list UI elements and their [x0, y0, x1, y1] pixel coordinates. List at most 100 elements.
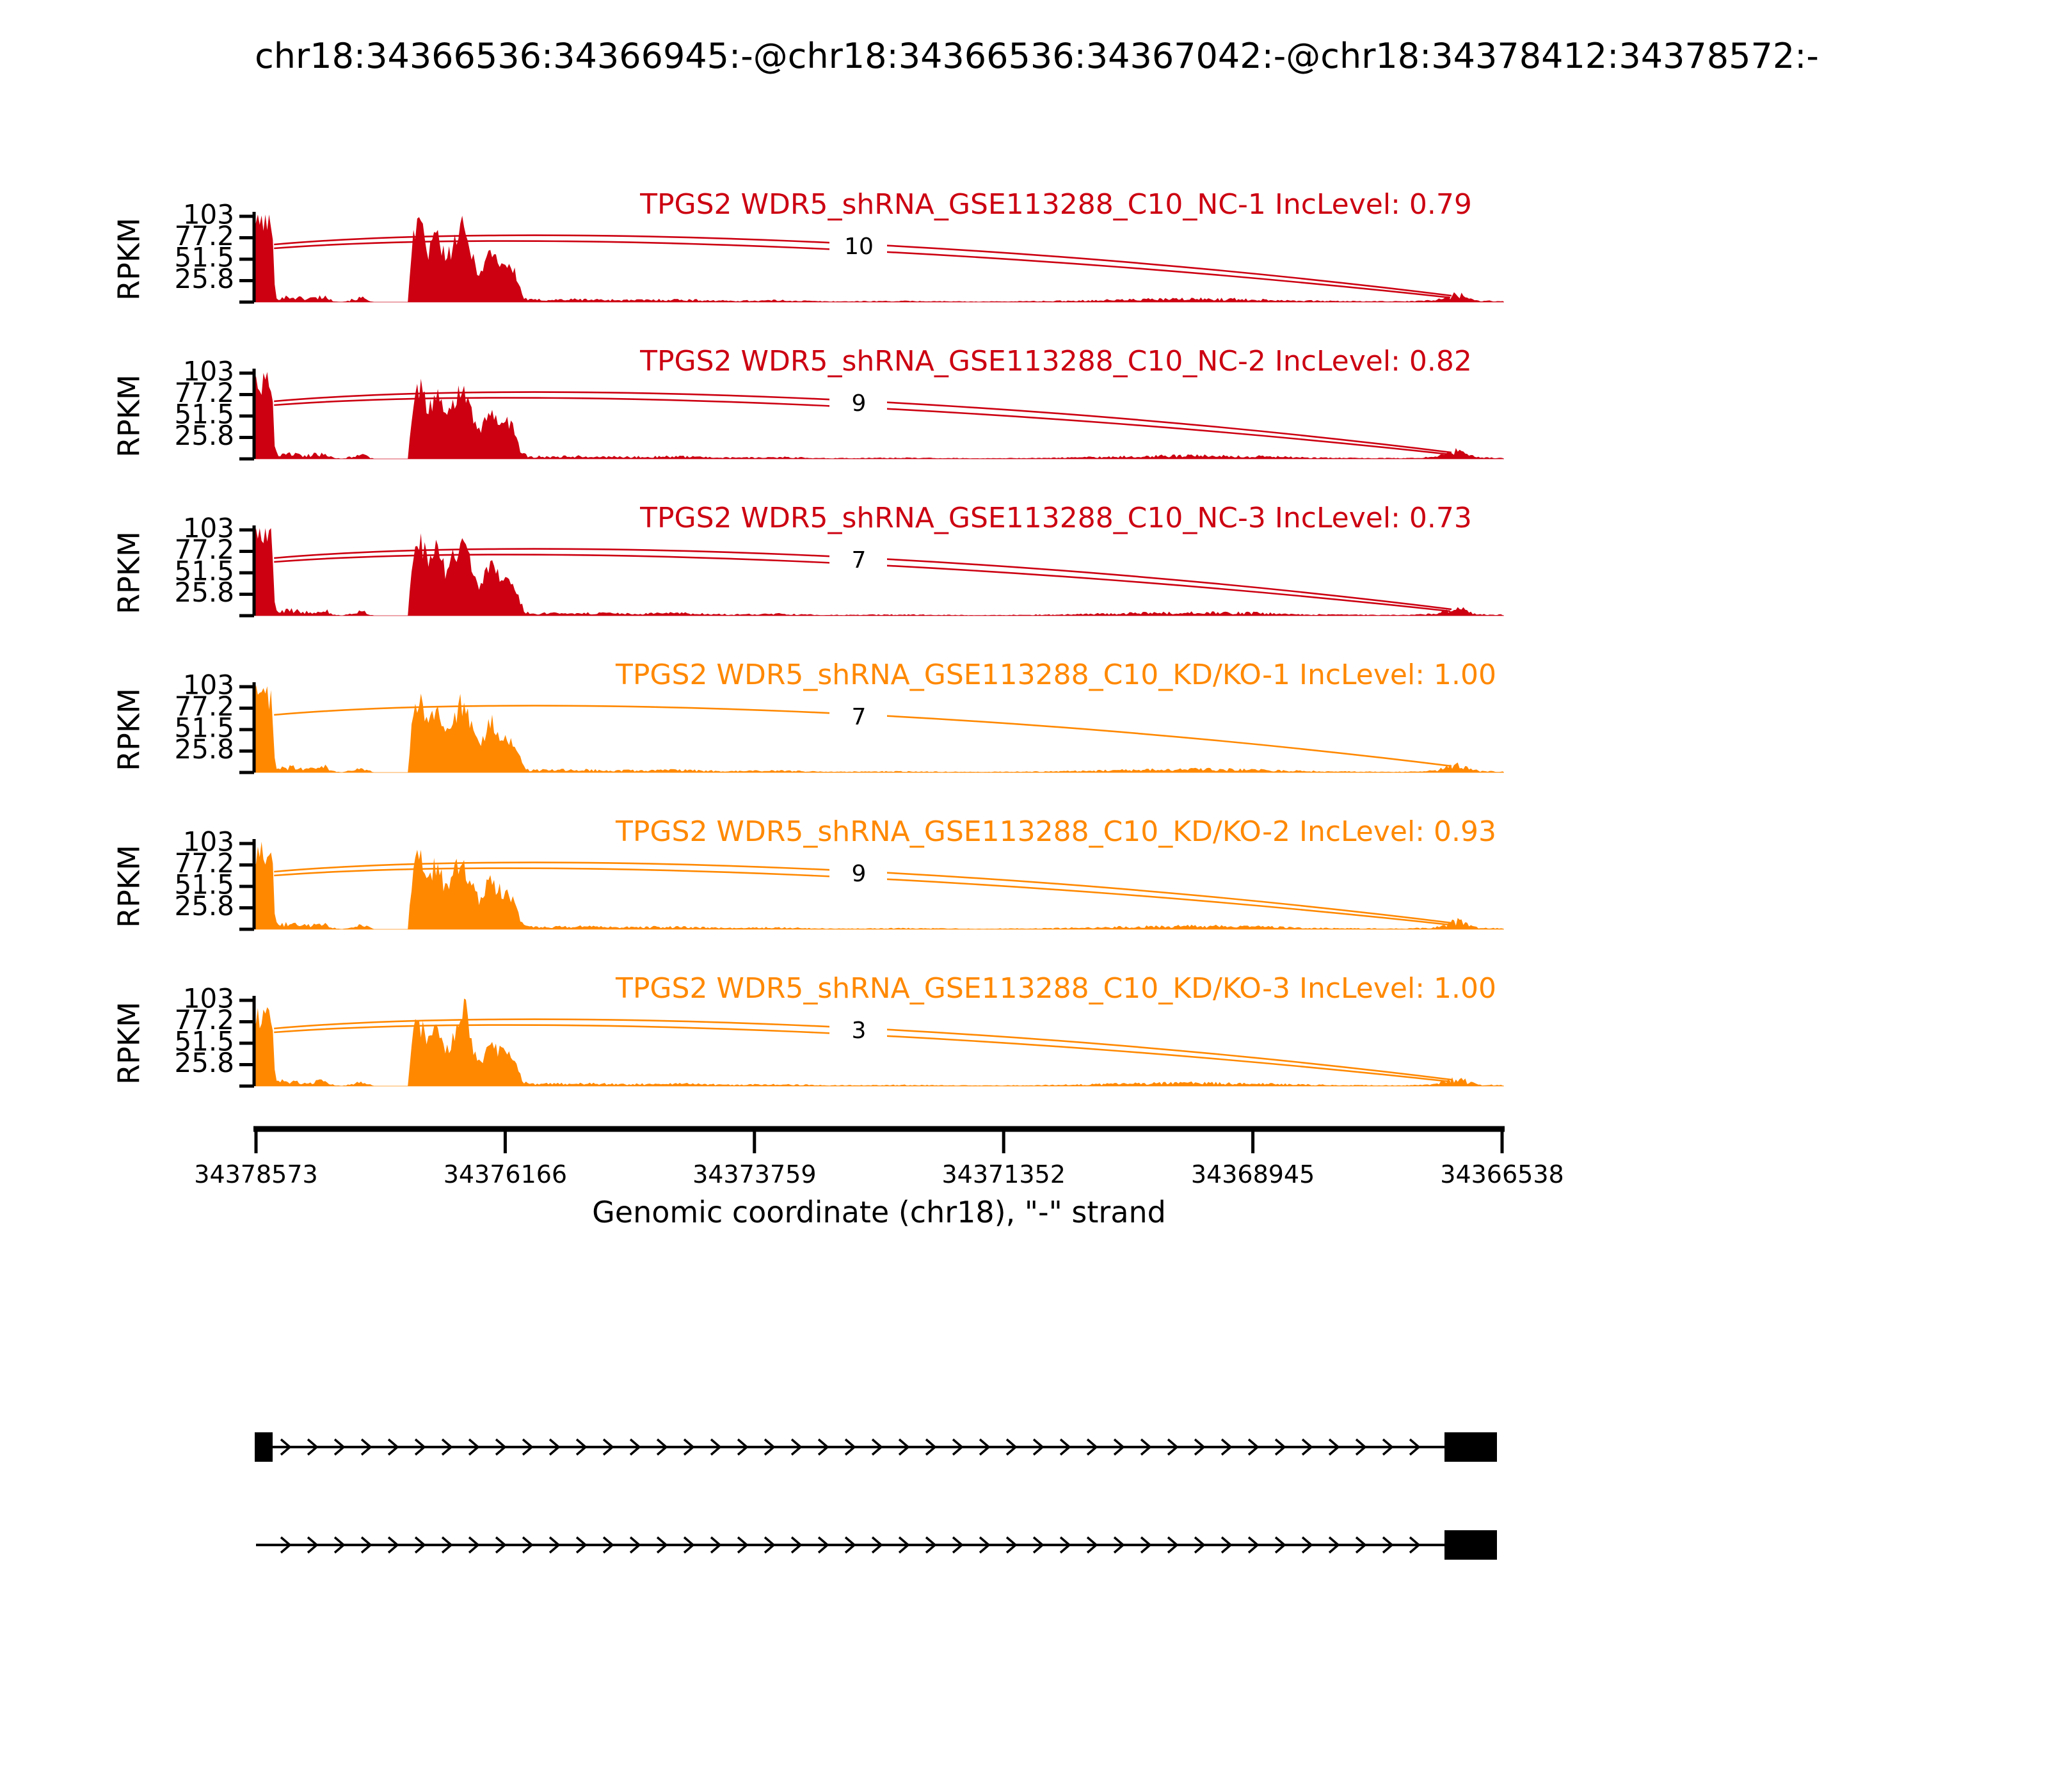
genome-tick-label: 34378573	[194, 1160, 317, 1188]
strand-arrow-icon	[1247, 1536, 1260, 1554]
strand-arrow-icon	[1032, 1438, 1044, 1456]
y-tick-label: 77.2	[174, 377, 234, 408]
y-tick-label: 103	[183, 669, 234, 701]
rpkm-axis-label: RPKM	[112, 374, 147, 458]
strand-arrow-icon	[1032, 1536, 1044, 1554]
rpkm-axis-label: RPKM	[112, 218, 147, 301]
strand-arrow-icon	[1220, 1438, 1233, 1456]
track-title: TPGS2 WDR5_shRNA_GSE113288_C10_NC-2 IncL…	[639, 345, 1472, 378]
junction-count-label: 7	[852, 547, 867, 573]
strand-arrow-icon	[817, 1438, 829, 1456]
junction-label-gap	[829, 224, 887, 262]
strand-arrow-icon	[387, 1536, 399, 1554]
strand-arrow-icon	[360, 1536, 372, 1554]
junction-label-gap	[829, 851, 887, 890]
y-tick-label: 51.5	[174, 712, 234, 744]
strand-arrow-icon	[1140, 1536, 1152, 1554]
strand-arrow-icon	[1355, 1438, 1367, 1456]
y-tick-label: 103	[183, 983, 234, 1014]
strand-arrow-icon	[979, 1536, 991, 1554]
strand-arrow-icon	[1086, 1438, 1098, 1456]
strand-arrow-icon	[548, 1536, 561, 1554]
y-tick-label: 51.5	[174, 242, 234, 273]
strand-arrow-icon	[1140, 1438, 1152, 1456]
strand-arrow-icon	[1005, 1536, 1018, 1554]
strand-arrow-icon	[764, 1438, 776, 1456]
track-title: TPGS2 WDR5_shRNA_GSE113288_C10_NC-3 IncL…	[639, 502, 1472, 534]
strand-arrow-icon	[1382, 1536, 1394, 1554]
track-title: TPGS2 WDR5_shRNA_GSE113288_C10_NC-1 IncL…	[639, 188, 1472, 221]
y-tick-label: 103	[183, 356, 234, 387]
strand-arrow-icon	[898, 1438, 910, 1456]
y-tick-label: 25.8	[174, 420, 234, 451]
genome-axis: 34378573 34376166 34373759 34371352 34368945…	[194, 1126, 1564, 1229]
rpkm-axis-label: RPKM	[112, 531, 147, 614]
junction-label-gap	[829, 381, 887, 419]
track-title: TPGS2 WDR5_shRNA_GSE113288_C10_KD/KO-2 I…	[615, 815, 1496, 848]
strand-arrow-icon	[925, 1536, 937, 1554]
strand-arrow-icon	[952, 1536, 964, 1554]
junction-arc	[274, 554, 1451, 612]
strand-arrow-icon	[925, 1438, 937, 1456]
strand-arrow-icon	[817, 1536, 829, 1554]
genome-tick-label: 34373759	[692, 1160, 816, 1188]
junction-arc	[274, 234, 1452, 297]
junction-arc	[274, 397, 1451, 456]
junction-arc	[274, 391, 1452, 454]
strand-arrow-icon	[307, 1536, 319, 1554]
strand-arrow-icon	[1086, 1536, 1098, 1554]
strand-arrow-icon	[656, 1438, 668, 1456]
junction-count-label: 10	[844, 234, 874, 260]
rpkm-axis-label: RPKM	[112, 688, 147, 771]
y-tick-label: 25.8	[174, 577, 234, 608]
strand-arrow-icon	[333, 1536, 346, 1554]
strand-arrow-icon	[1167, 1536, 1179, 1554]
y-tick-label: 25.8	[174, 733, 234, 765]
strand-arrow-icon	[1220, 1536, 1233, 1554]
strand-arrow-icon	[495, 1536, 507, 1554]
genome-tick-label: 34368945	[1191, 1160, 1315, 1188]
genome-tick-label: 34376166	[444, 1160, 567, 1188]
junction-arc	[274, 705, 1452, 767]
y-tick-label: 77.2	[174, 1004, 234, 1036]
y-tick-label: 103	[183, 826, 234, 858]
strand-arrow-icon	[790, 1438, 803, 1456]
strand-arrow-icon	[1194, 1438, 1206, 1456]
track-title: TPGS2 WDR5_shRNA_GSE113288_C10_KD/KO-1 I…	[615, 659, 1496, 691]
genome-tick-label: 34366538	[1440, 1160, 1564, 1188]
strand-arrow-icon	[844, 1438, 856, 1456]
strand-arrow-icon	[1113, 1438, 1125, 1456]
junction-count-label: 9	[852, 861, 867, 887]
y-tick-label: 77.2	[174, 220, 234, 252]
strand-arrow-icon	[522, 1438, 534, 1456]
strand-arrow-icon	[1059, 1438, 1071, 1456]
y-tick-label: 77.2	[174, 691, 234, 722]
strand-arrow-icon	[387, 1438, 399, 1456]
strand-arrow-icon	[683, 1438, 695, 1456]
strand-arrow-icon	[629, 1536, 641, 1554]
strand-arrow-icon	[360, 1438, 372, 1456]
strand-arrow-icon	[468, 1536, 480, 1554]
strand-arrow-icon	[548, 1438, 561, 1456]
strand-arrow-icon	[575, 1438, 588, 1456]
strand-arrow-icon	[1382, 1438, 1394, 1456]
figure-title: chr18:34366536:34366945:-@chr18:34366536…	[255, 36, 1819, 76]
strand-arrow-icon	[898, 1536, 910, 1554]
exon-box	[1444, 1432, 1497, 1462]
strand-arrow-icon	[979, 1438, 991, 1456]
strand-arrow-icon	[575, 1536, 588, 1554]
strand-arrow-icon	[1059, 1536, 1071, 1554]
junction-arc	[274, 240, 1451, 299]
strand-arrow-icon	[414, 1536, 426, 1554]
y-tick-label: 25.8	[174, 263, 234, 294]
junction-count-label: 3	[852, 1018, 867, 1044]
strand-arrow-icon	[871, 1438, 883, 1456]
strand-arrow-icon	[737, 1438, 749, 1456]
strand-arrow-icon	[952, 1438, 964, 1456]
junction-arc	[274, 861, 1452, 924]
